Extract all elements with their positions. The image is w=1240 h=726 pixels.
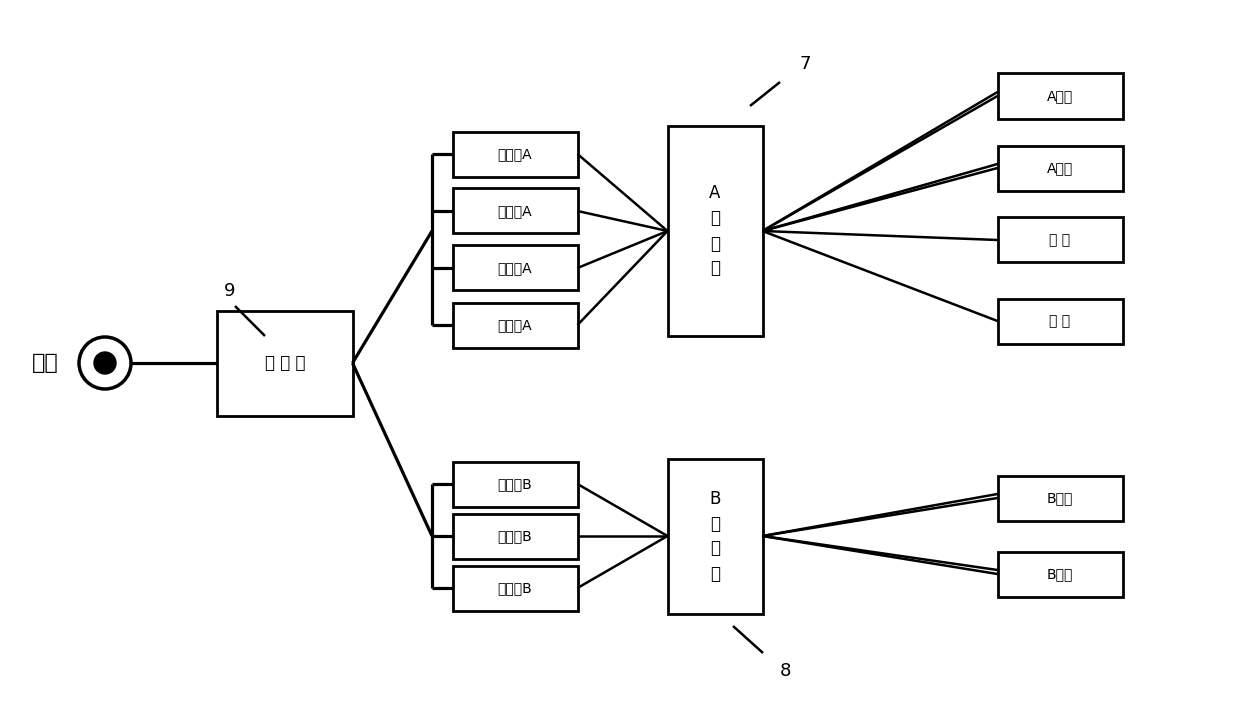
Text: 压裂车A: 压裂车A	[497, 204, 532, 218]
Bar	[667, 459, 763, 613]
Text: 压裂车B: 压裂车B	[497, 581, 532, 595]
Text: 压裂车B: 压裂车B	[497, 477, 532, 491]
Text: A水罐: A水罐	[1047, 161, 1073, 175]
Text: A
混
沙
车: A 混 沙 车	[709, 184, 720, 277]
Bar	[997, 73, 1122, 118]
Bar	[997, 145, 1122, 190]
Text: 压裂车A: 压裂车A	[497, 261, 532, 275]
Bar	[997, 476, 1122, 521]
Text: A水罐: A水罐	[1047, 89, 1073, 103]
Bar	[217, 311, 352, 415]
Text: 酸 罐: 酸 罐	[1049, 233, 1070, 247]
Text: 7: 7	[800, 55, 811, 73]
Bar	[453, 245, 578, 290]
Text: 压裂车A: 压裂车A	[497, 318, 532, 332]
Bar	[997, 552, 1122, 597]
Bar	[453, 462, 578, 507]
Bar	[453, 513, 578, 558]
Text: 9: 9	[224, 282, 236, 300]
Text: 8: 8	[779, 662, 791, 680]
Text: 酸 罐: 酸 罐	[1049, 314, 1070, 328]
Text: 压裂车A: 压裂车A	[497, 147, 532, 161]
Circle shape	[94, 352, 117, 374]
Text: B水罐: B水罐	[1047, 491, 1073, 505]
Text: 井口: 井口	[32, 353, 58, 373]
Bar	[453, 566, 578, 611]
Bar	[453, 189, 578, 234]
Text: 混 酸 器: 混 酸 器	[265, 354, 305, 372]
Text: B
混
沙
车: B 混 沙 车	[709, 489, 720, 582]
Bar	[453, 131, 578, 176]
Bar	[453, 303, 578, 348]
Bar	[997, 298, 1122, 343]
Text: 压裂车B: 压裂车B	[497, 529, 532, 543]
Bar	[997, 218, 1122, 263]
Bar	[667, 126, 763, 336]
Text: B水罐: B水罐	[1047, 567, 1073, 581]
